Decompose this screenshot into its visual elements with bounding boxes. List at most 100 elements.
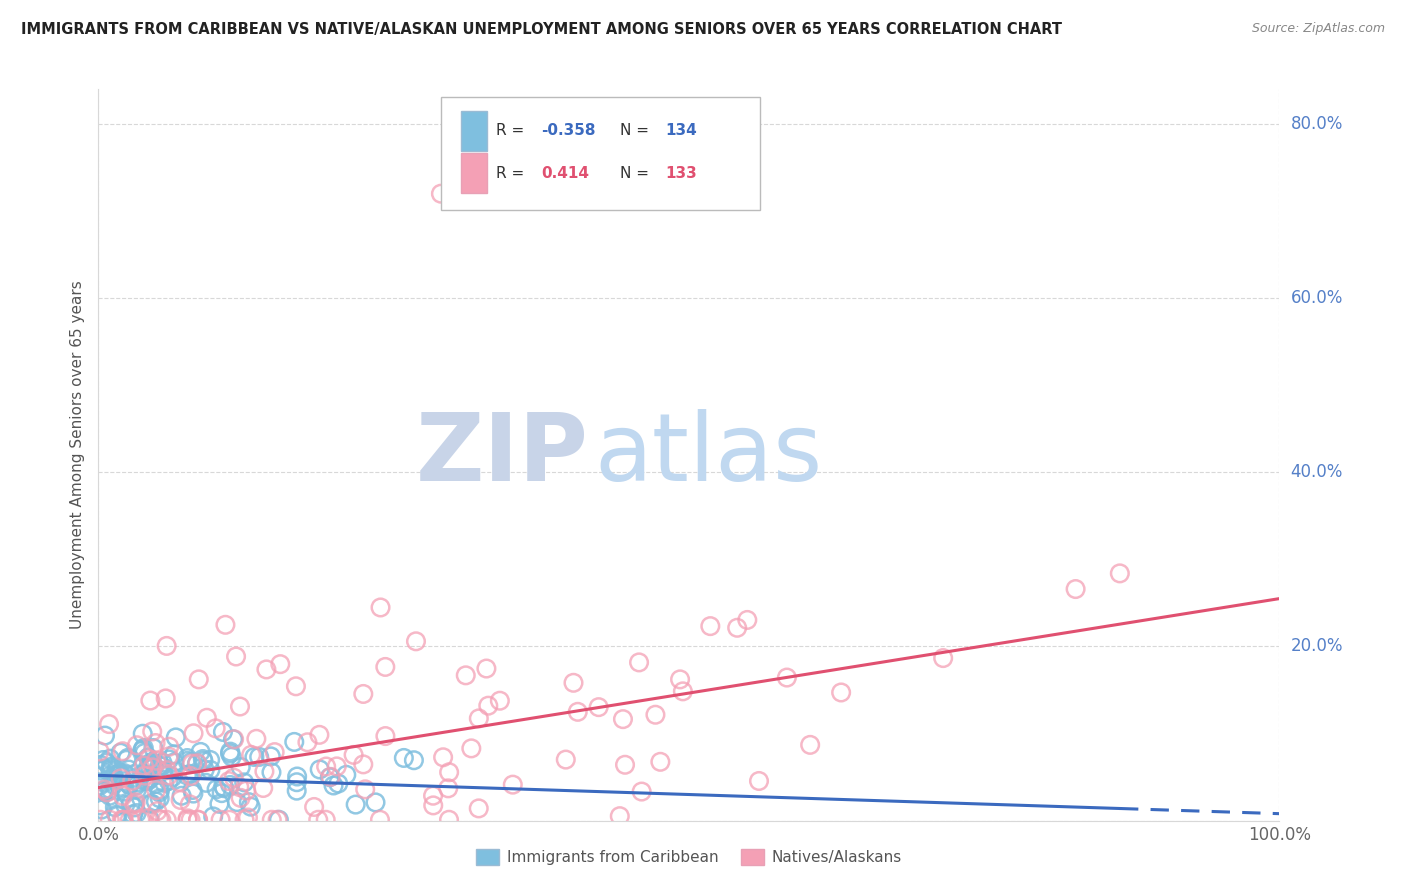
Point bbox=[195, 776, 218, 790]
Point bbox=[195, 711, 218, 725]
Point bbox=[117, 751, 139, 765]
Point bbox=[91, 753, 114, 767]
Point bbox=[328, 776, 350, 790]
Point bbox=[233, 775, 256, 789]
Point bbox=[108, 780, 131, 794]
Point bbox=[89, 779, 111, 793]
Point bbox=[149, 759, 172, 773]
Point bbox=[145, 736, 167, 750]
Point bbox=[125, 795, 148, 809]
Point bbox=[630, 784, 652, 798]
Point bbox=[91, 783, 114, 797]
Point bbox=[405, 634, 427, 648]
Point bbox=[284, 679, 307, 693]
Point bbox=[145, 795, 167, 809]
Point bbox=[364, 796, 387, 810]
Point bbox=[283, 735, 305, 749]
Point bbox=[218, 813, 240, 827]
Point bbox=[121, 773, 143, 788]
Point bbox=[138, 772, 160, 786]
Point bbox=[588, 700, 610, 714]
Point bbox=[302, 800, 325, 814]
Point bbox=[131, 743, 153, 757]
Point bbox=[180, 769, 202, 783]
Point bbox=[143, 759, 166, 773]
Point bbox=[222, 771, 245, 785]
Point bbox=[226, 795, 249, 809]
Point bbox=[260, 813, 283, 827]
Point bbox=[467, 801, 489, 815]
Point bbox=[219, 745, 242, 759]
Point bbox=[214, 617, 236, 632]
Point bbox=[699, 619, 721, 633]
Point bbox=[737, 613, 759, 627]
Point bbox=[105, 807, 128, 822]
Point bbox=[725, 621, 748, 635]
Point bbox=[236, 811, 259, 825]
Point bbox=[98, 717, 121, 731]
Point bbox=[253, 764, 276, 779]
Point bbox=[124, 800, 146, 814]
Point bbox=[266, 813, 288, 827]
Point bbox=[315, 759, 337, 773]
Point bbox=[204, 722, 226, 736]
Point bbox=[150, 813, 173, 827]
Point bbox=[183, 787, 205, 801]
Point bbox=[111, 744, 134, 758]
Point bbox=[307, 813, 329, 827]
Point bbox=[186, 756, 208, 771]
Point bbox=[186, 756, 208, 771]
Point bbox=[141, 756, 163, 770]
Point bbox=[437, 813, 460, 827]
Text: 0.414: 0.414 bbox=[541, 166, 589, 181]
Point bbox=[132, 727, 155, 741]
Point bbox=[141, 756, 163, 771]
Point bbox=[468, 711, 491, 725]
Point bbox=[176, 768, 198, 782]
Point bbox=[125, 738, 148, 752]
Point bbox=[776, 671, 799, 685]
Point bbox=[139, 693, 162, 707]
Point bbox=[145, 754, 167, 768]
Point bbox=[141, 797, 163, 811]
Point bbox=[176, 811, 198, 825]
Point bbox=[650, 755, 672, 769]
Point bbox=[152, 764, 174, 778]
Point bbox=[644, 707, 666, 722]
Point bbox=[112, 766, 135, 780]
Point bbox=[233, 813, 256, 827]
Point bbox=[1064, 582, 1087, 596]
Point bbox=[139, 797, 162, 811]
Point bbox=[118, 778, 141, 792]
Point bbox=[176, 751, 198, 765]
Point bbox=[136, 750, 159, 764]
Point bbox=[267, 813, 290, 827]
Point bbox=[98, 762, 121, 776]
Point bbox=[141, 724, 163, 739]
Point bbox=[554, 753, 576, 767]
Text: R =: R = bbox=[496, 123, 530, 138]
Point bbox=[157, 768, 180, 782]
Point bbox=[285, 770, 308, 784]
Point bbox=[374, 660, 396, 674]
Point bbox=[297, 735, 319, 749]
Point bbox=[308, 728, 330, 742]
Point bbox=[114, 784, 136, 798]
Point bbox=[402, 753, 425, 767]
Text: 60.0%: 60.0% bbox=[1291, 289, 1343, 307]
Point bbox=[114, 774, 136, 789]
Point bbox=[562, 675, 585, 690]
Point bbox=[170, 789, 193, 803]
Point bbox=[138, 752, 160, 766]
Point bbox=[176, 754, 198, 768]
Point bbox=[194, 763, 217, 777]
Point bbox=[222, 732, 245, 747]
Point bbox=[125, 779, 148, 793]
Point bbox=[132, 742, 155, 756]
Point bbox=[422, 798, 444, 813]
Text: 40.0%: 40.0% bbox=[1291, 463, 1343, 482]
Point bbox=[156, 639, 179, 653]
Point bbox=[475, 661, 498, 675]
Point bbox=[136, 761, 159, 775]
Point bbox=[146, 804, 169, 818]
